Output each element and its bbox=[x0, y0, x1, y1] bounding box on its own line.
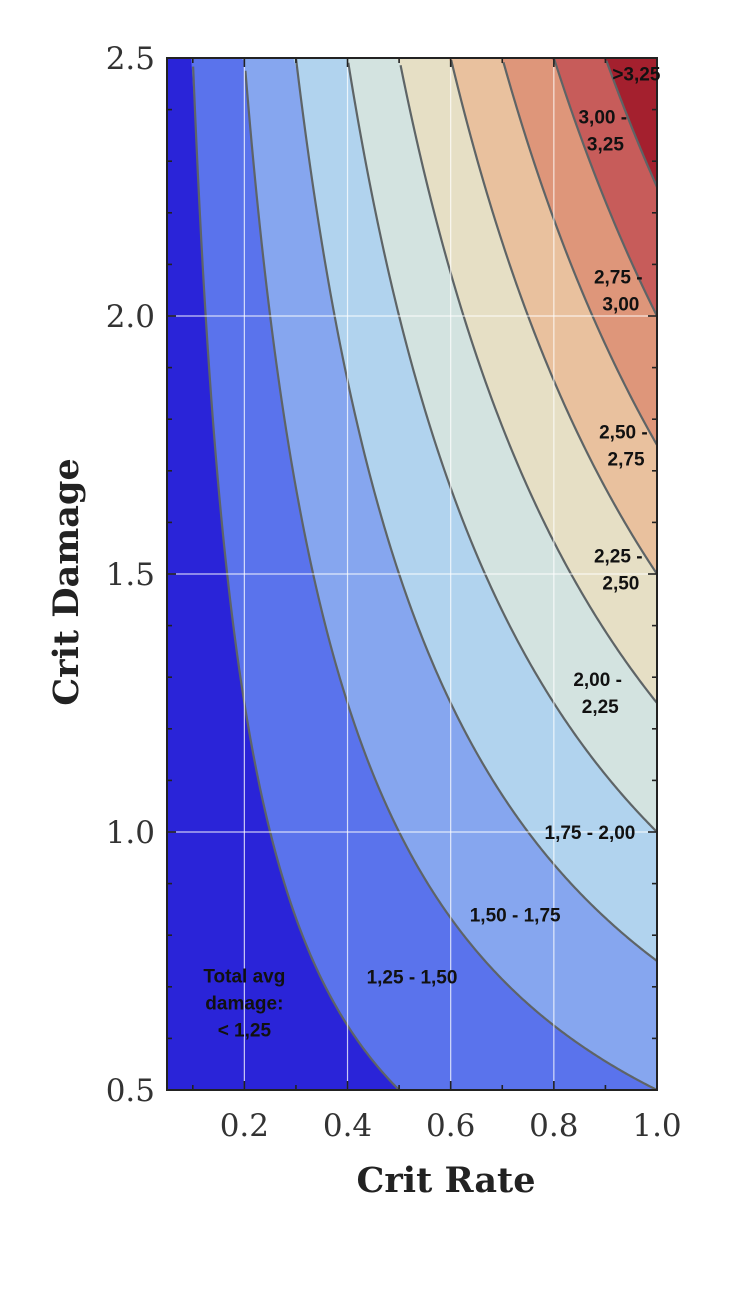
y-axis-title: Crit Damage bbox=[46, 458, 87, 705]
region-label-0: Total avg damage: < 1,25 bbox=[203, 966, 285, 1041]
x-tick-label-0: 0.2 bbox=[220, 1108, 269, 1144]
region-label-line: 1,25 - 1,50 bbox=[367, 967, 458, 988]
region-label-line: damage: bbox=[205, 993, 283, 1014]
region-label-line: 2,25 - bbox=[594, 546, 648, 567]
region-label-line: 3,25 bbox=[587, 135, 624, 156]
region-label-line: >3,25 bbox=[612, 64, 661, 85]
contour-line-4 bbox=[399, 65, 658, 704]
y-tick-label-4: 2.5 bbox=[106, 41, 155, 77]
region-label-line: 2,75 bbox=[608, 450, 645, 471]
region-label-line: 2,75 - bbox=[594, 268, 648, 289]
contour-lines bbox=[192, 58, 659, 1091]
contour-line-2 bbox=[294, 58, 658, 962]
x-tick-label-1: 0.4 bbox=[323, 1108, 372, 1144]
region-label-line: Total avg bbox=[203, 966, 285, 987]
region-label-5: 2,25 - 2,50 bbox=[594, 546, 648, 594]
region-label-line: 1,50 - 1,75 bbox=[470, 906, 561, 927]
region-label-8: 3,00 - 3,25 bbox=[578, 108, 632, 156]
region-label-line: 2,25 bbox=[582, 697, 619, 718]
y-tick-label-0: 0.5 bbox=[106, 1073, 155, 1109]
region-label-6: 2,50 - 2,75 bbox=[599, 423, 653, 471]
contour-line-8 bbox=[605, 60, 659, 188]
y-tick-label-1: 1.0 bbox=[106, 815, 155, 851]
region-label-9: >3,25 bbox=[612, 64, 661, 85]
contour-line-7 bbox=[553, 58, 658, 317]
x-axis-title: Crit Rate bbox=[357, 1160, 536, 1201]
contour-line-6 bbox=[502, 61, 658, 446]
region-label-line: 1,75 - 2,00 bbox=[545, 823, 636, 844]
grid-lines bbox=[167, 58, 657, 1090]
contour-line-0 bbox=[192, 66, 400, 1091]
tick-labels: 0.2 0.4 0.6 0.8 1.0 0.5 1.0 1.5 2.0 2.5 bbox=[106, 41, 682, 1144]
region-label-3: 1,75 - 2,00 bbox=[545, 823, 636, 844]
region-label-line: 2,50 - bbox=[599, 423, 653, 444]
y-tick-label-3: 2.0 bbox=[106, 299, 155, 335]
region-label-1: 1,25 - 1,50 bbox=[367, 967, 458, 988]
axis-ticks bbox=[167, 57, 658, 1091]
region-label-line: 3,00 - bbox=[578, 108, 632, 129]
region-labels: Total avg damage: < 1,25 1,25 - 1,50 1,50 - … bbox=[203, 64, 660, 1041]
y-tick-label-2: 1.5 bbox=[106, 557, 155, 593]
region-label-2: 1,50 - 1,75 bbox=[470, 906, 561, 927]
x-tick-label-4: 1.0 bbox=[632, 1108, 681, 1144]
region-label-4: 2,00 - 2,25 bbox=[573, 670, 627, 718]
region-label-line: 2,50 bbox=[602, 573, 639, 594]
region-label-line: < 1,25 bbox=[218, 1020, 272, 1041]
region-label-7: 2,75 - 3,00 bbox=[594, 268, 648, 316]
region-label-line: 3,00 bbox=[602, 295, 639, 316]
region-label-line: 2,00 - bbox=[573, 670, 627, 691]
x-tick-label-2: 0.6 bbox=[426, 1108, 475, 1144]
contour-line-3 bbox=[347, 62, 658, 833]
x-tick-label-3: 0.8 bbox=[529, 1108, 578, 1144]
